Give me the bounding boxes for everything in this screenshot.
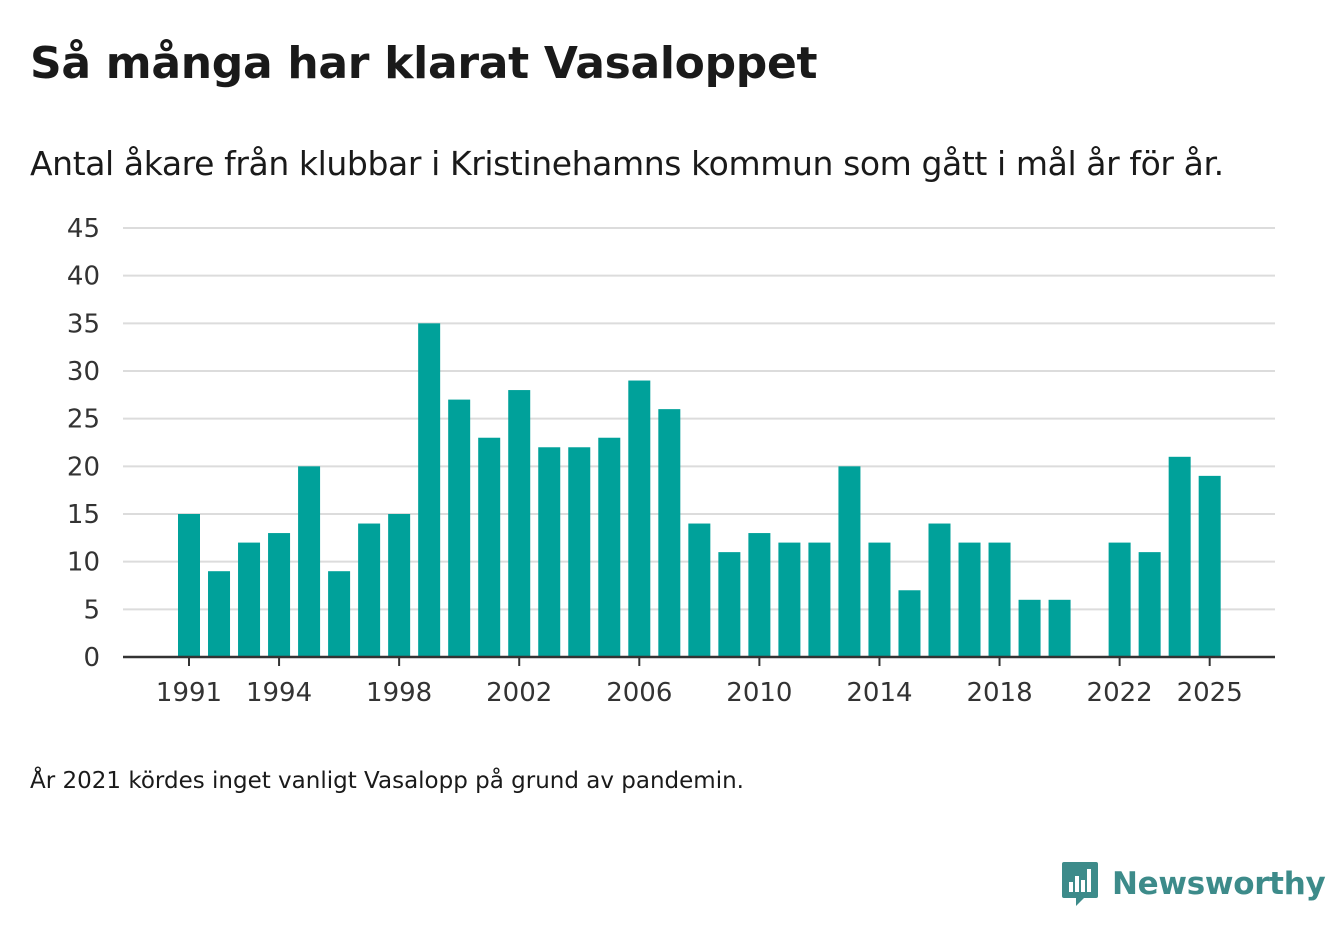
bar-2016 — [928, 523, 951, 657]
bar-2009 — [718, 552, 741, 657]
bar-1993 — [238, 542, 261, 657]
y-tick-label: 25 — [67, 405, 100, 435]
bar-1998 — [388, 514, 411, 657]
bar-2008 — [688, 523, 711, 657]
bar-2024 — [1168, 456, 1191, 657]
y-tick-label: 0 — [83, 643, 100, 673]
bar-2007 — [658, 409, 681, 657]
bar-2004 — [568, 447, 591, 657]
x-tick-label: 2025 — [1177, 678, 1243, 708]
x-tick-label: 1991 — [156, 678, 222, 708]
y-axis-ticks: 0 5 10 15 20 25 30 35 40 45 — [67, 214, 100, 673]
x-tick-label: 1998 — [366, 678, 432, 708]
y-tick-label: 20 — [67, 452, 100, 482]
bar-2001 — [478, 437, 501, 657]
bar-2013 — [838, 466, 861, 657]
y-tick-label: 30 — [67, 357, 100, 387]
bar-2018 — [988, 542, 1011, 657]
bars — [178, 323, 1221, 657]
x-tick-label: 2002 — [486, 678, 552, 708]
bar-1999 — [418, 323, 441, 657]
x-tick-label: 2014 — [846, 678, 912, 708]
y-tick-label: 35 — [67, 309, 100, 339]
bar-2014 — [868, 542, 891, 657]
footnote: År 2021 kördes inget vanligt Vasalopp på… — [30, 768, 744, 794]
y-tick-label: 5 — [83, 595, 100, 625]
chart-title: Så många har klarat Vasaloppet — [30, 38, 818, 89]
bar-2005 — [598, 437, 621, 657]
bar-2003 — [538, 447, 561, 657]
bar-1992 — [208, 571, 231, 657]
y-tick-label: 15 — [67, 500, 100, 530]
bar-2015 — [898, 590, 921, 657]
x-axis-ticks: 1991 1994 1998 2002 2006 2010 2014 2018 2022 2025 — [156, 657, 1243, 708]
bar-2023 — [1138, 552, 1161, 657]
bar-2022 — [1108, 542, 1131, 657]
bar-2019 — [1018, 599, 1041, 657]
bar-2025 — [1198, 475, 1221, 657]
brand-logo: Newsworthy — [1060, 860, 1326, 908]
bar-2006 — [628, 380, 651, 657]
bar-2011 — [778, 542, 801, 657]
bar-1995 — [298, 466, 321, 657]
bar-1991 — [178, 514, 200, 657]
bar-1996 — [328, 571, 351, 657]
chart-subtitle: Antal åkare från klubbar i Kristinehamns… — [30, 144, 1224, 183]
bar-1994 — [268, 533, 291, 657]
y-tick-label: 45 — [67, 214, 100, 244]
x-tick-label: 2022 — [1087, 678, 1153, 708]
brand-name: Newsworthy — [1112, 866, 1326, 902]
x-tick-label: 2010 — [726, 678, 792, 708]
bar-2002 — [508, 390, 531, 657]
bar-2017 — [958, 542, 981, 657]
newsworthy-logo-icon — [1062, 862, 1098, 906]
bar-2010 — [748, 533, 771, 657]
bar-1997 — [358, 523, 381, 657]
y-tick-label: 10 — [67, 548, 100, 578]
bar-2012 — [808, 542, 831, 657]
bar-2020 — [1048, 599, 1071, 657]
bar-2000 — [448, 399, 471, 657]
x-tick-label: 2018 — [966, 678, 1032, 708]
y-tick-label: 40 — [67, 262, 100, 292]
x-tick-label: 2006 — [606, 678, 672, 708]
x-tick-label: 1994 — [246, 678, 312, 708]
